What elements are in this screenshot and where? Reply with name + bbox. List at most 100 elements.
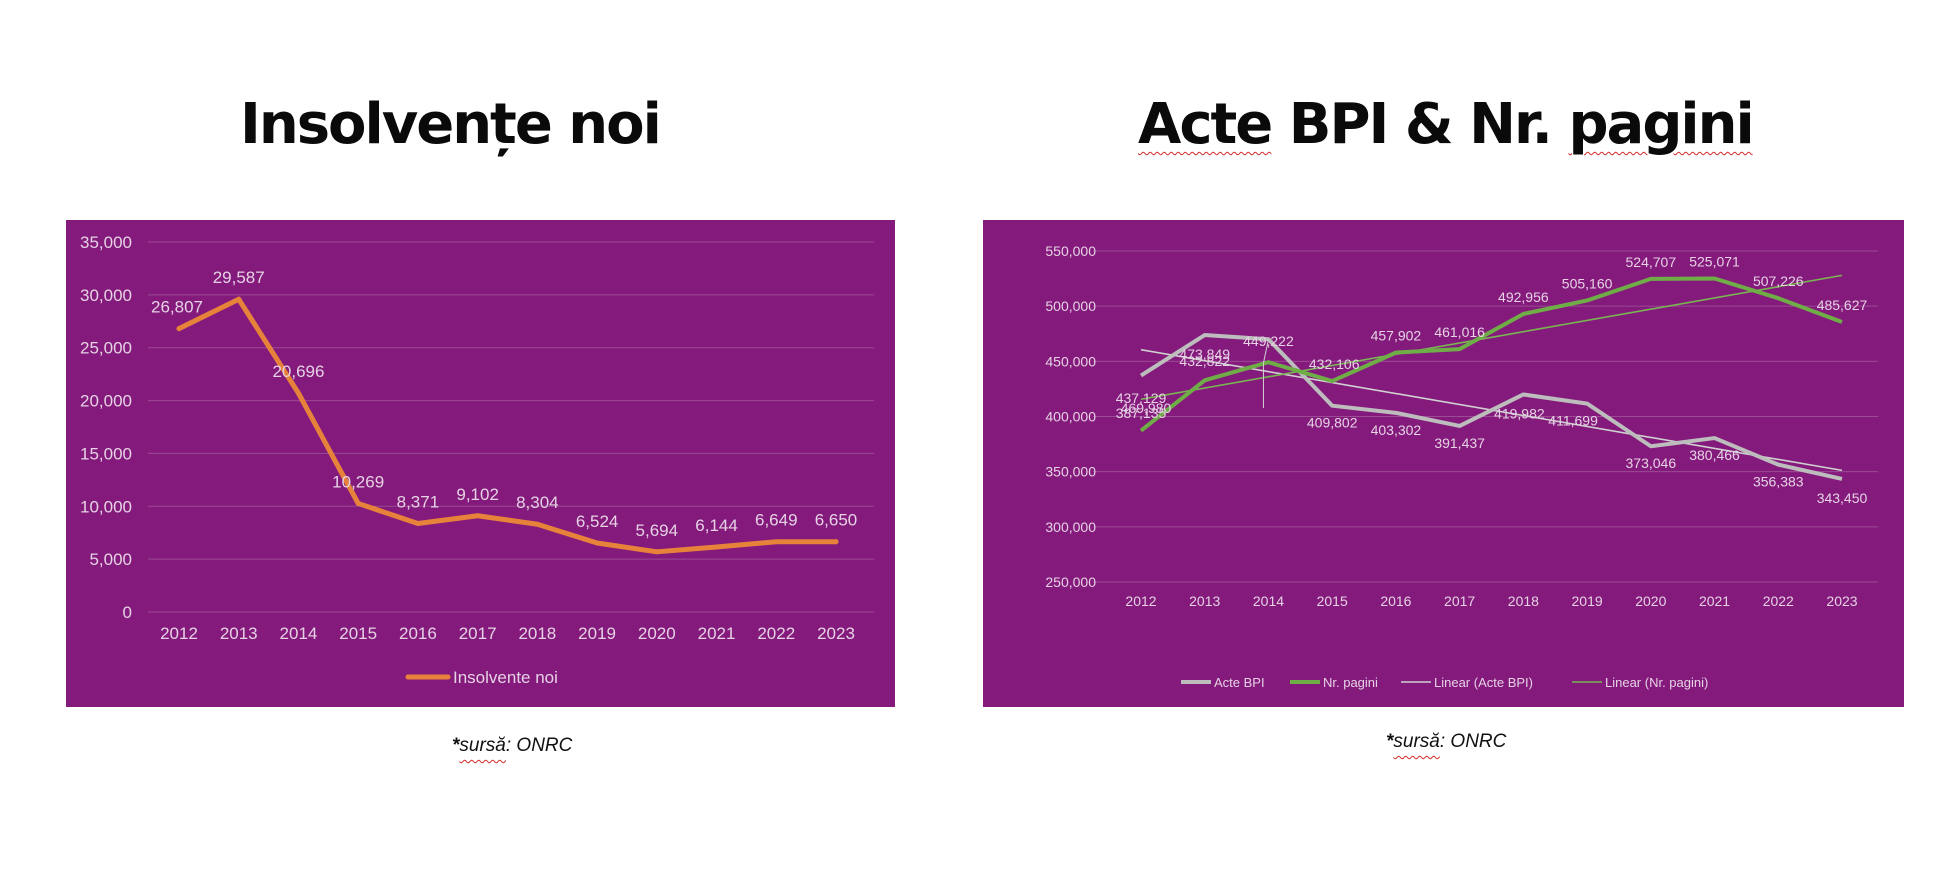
- pagini-data-label: 524,707: [1626, 254, 1677, 270]
- data-point: [475, 513, 481, 519]
- acte-data-label: 403,302: [1371, 422, 1422, 438]
- legend-label-acte: Acte BPI: [1214, 675, 1265, 690]
- x-tick-label: 2018: [1508, 593, 1539, 609]
- acte-data-label: 437,129: [1116, 390, 1167, 406]
- acte-data-label: 469,980: [1121, 400, 1172, 416]
- y-tick-label: 30,000: [80, 286, 132, 305]
- x-tick-label: 2023: [817, 624, 855, 643]
- data-label: 8,371: [397, 493, 440, 512]
- x-tick-label: 2017: [459, 624, 497, 643]
- y-tick-label: 250,000: [1045, 574, 1096, 590]
- pagini-data-label: 507,226: [1753, 273, 1804, 289]
- y-tick-label: 5,000: [89, 550, 132, 569]
- acte-data-label: 356,383: [1753, 474, 1804, 490]
- acte-data-label: 473,849: [1179, 346, 1230, 362]
- pagini-data-label: 432,822: [1179, 353, 1230, 369]
- data-label: 6,144: [695, 516, 738, 535]
- data-point: [295, 390, 301, 396]
- data-point: [355, 500, 361, 506]
- x-tick-label: 2019: [1572, 593, 1603, 609]
- source-word: sursă: [1393, 731, 1440, 752]
- acte-data-label: 419,982: [1494, 405, 1545, 421]
- title-middle-text: BPI & Nr.: [1271, 92, 1569, 157]
- data-point: [534, 521, 540, 527]
- data-label: 6,524: [576, 512, 619, 531]
- x-tick-label: 2021: [1699, 593, 1730, 609]
- data-label: 6,650: [815, 511, 858, 530]
- acte-data-label: 380,466: [1689, 447, 1740, 463]
- pagini-data-label: 461,016: [1434, 324, 1485, 340]
- label-leader-line: [1262, 339, 1269, 408]
- x-tick-label: 2012: [1125, 593, 1156, 609]
- x-tick-label: 2020: [638, 624, 676, 643]
- acte-data-label: 411,699: [1548, 413, 1598, 429]
- legend-label-trend-pagini: Linear (Nr. pagini): [1605, 675, 1708, 690]
- y-tick-label: 500,000: [1045, 298, 1096, 314]
- data-label: 8,304: [516, 493, 559, 512]
- y-tick-label: 350,000: [1045, 464, 1096, 480]
- data-label: 26,807: [151, 298, 203, 317]
- bpi-pages-line-chart: 250,000 300,000 350,000 400,000 450,000 500,0…: [1045, 243, 1878, 690]
- data-point: [773, 539, 779, 545]
- x-tick-label: 2014: [1253, 593, 1284, 609]
- source-rest: : ONRC: [505, 735, 573, 756]
- x-tick-label: 2016: [399, 624, 437, 643]
- data-label: 10,269: [332, 472, 384, 491]
- data-label: 29,587: [213, 268, 265, 287]
- x-tick-label: 2015: [339, 624, 377, 643]
- pagini-data-label: 492,956: [1498, 289, 1549, 305]
- data-point: [594, 540, 600, 546]
- x-tick-label: 2019: [578, 624, 616, 643]
- acte-data-label: 373,046: [1626, 455, 1677, 471]
- x-tick-label: 2013: [220, 624, 258, 643]
- data-point: [833, 539, 839, 545]
- source-star: *: [452, 735, 460, 756]
- pagini-data-label: 449,222: [1243, 333, 1294, 349]
- y-tick-label: 25,000: [80, 339, 132, 358]
- x-tick-label: 2018: [518, 624, 556, 643]
- source-rest: : ONRC: [1439, 731, 1507, 752]
- y-tick-label: 10,000: [80, 497, 132, 516]
- insolvente-series-line: [176, 296, 839, 555]
- legend-label: Insolvente noi: [453, 668, 558, 687]
- data-point: [236, 296, 242, 302]
- x-tick-label: 2020: [1635, 593, 1666, 609]
- x-tick-label: 2016: [1380, 593, 1411, 609]
- left-source-note: *sursă: ONRC: [452, 735, 572, 757]
- y-tick-label: 300,000: [1045, 519, 1096, 535]
- x-tick-label: 2014: [280, 624, 318, 643]
- data-label: 6,649: [755, 511, 798, 530]
- pagini-data-label: 432,106: [1309, 356, 1360, 372]
- data-label: 9,102: [456, 485, 499, 504]
- x-tick-label: 2012: [160, 624, 198, 643]
- right-slide-title: Acte BPI & Nr. pagini: [1138, 92, 1755, 157]
- data-label: 20,696: [272, 362, 324, 381]
- pagini-data-label: 457,902: [1371, 328, 1422, 344]
- left-slide-title: Insolvențe noi: [240, 92, 662, 157]
- title-word-pagini: pagini: [1568, 92, 1754, 157]
- source-star: *: [1386, 731, 1394, 752]
- x-tick-label: 2021: [698, 624, 736, 643]
- y-tick-label: 35,000: [80, 233, 132, 252]
- y-tick-label: 450,000: [1045, 353, 1096, 369]
- nr-pagini-series-line: [1139, 276, 1843, 433]
- x-tick-label: 2017: [1444, 593, 1475, 609]
- pagini-data-label: 505,160: [1562, 275, 1613, 291]
- pagini-trendline: [1140, 274, 1843, 401]
- y-tick-label: 15,000: [80, 444, 132, 463]
- x-tick-label: 2022: [1763, 593, 1794, 609]
- y-tick-label: 0: [123, 603, 132, 622]
- acte-data-label: 391,437: [1434, 435, 1485, 451]
- legend-label-trend-acte: Linear (Acte BPI): [1434, 675, 1533, 690]
- insolvency-chart-panel: 0 5,000 10,000 15,000 20,000 25,000 30,000 35,0…: [66, 220, 895, 707]
- y-tick-label: 20,000: [80, 392, 132, 411]
- acte-bpi-series-line: [1139, 333, 1843, 481]
- data-label: 5,694: [636, 521, 679, 540]
- bpi-chart-panel: 250,000 300,000 350,000 400,000 450,000 500,0…: [983, 220, 1904, 707]
- x-tick-label: 2013: [1189, 593, 1220, 609]
- acte-data-label: 409,802: [1307, 415, 1358, 431]
- right-source-note: *sursă: ONRC: [1386, 731, 1506, 753]
- y-tick-label: 400,000: [1045, 409, 1096, 425]
- data-point: [415, 521, 421, 527]
- insolvency-line-chart: 0 5,000 10,000 15,000 20,000 25,000 30,000 35,0…: [80, 233, 874, 687]
